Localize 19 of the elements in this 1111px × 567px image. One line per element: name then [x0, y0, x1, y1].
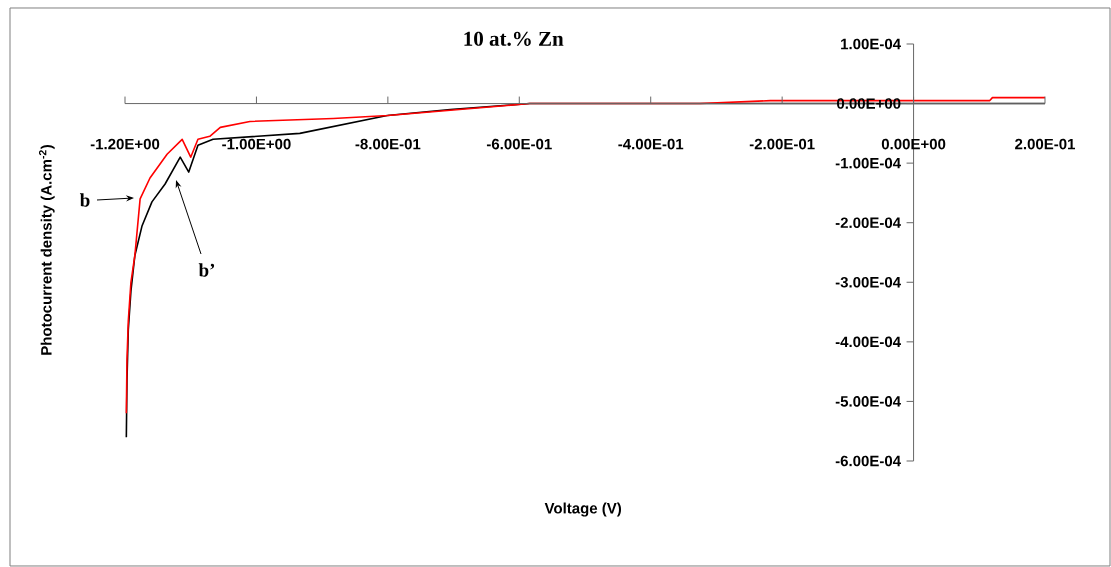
- x-tick-label: -6.00E-01: [486, 138, 552, 150]
- y-tick-label: -5.00E-04: [835, 396, 901, 407]
- text: b: [79, 193, 90, 207]
- y-tick-label: -3.00E-04: [835, 276, 901, 288]
- x-tick-label: -1.20E+00: [90, 138, 160, 150]
- x-tick-label: -2.00E-01: [749, 138, 815, 150]
- x-tick-label: -8.00E-01: [355, 138, 421, 150]
- annotation: b’: [198, 263, 215, 277]
- y-tick-label: 1.00E-04: [841, 38, 901, 50]
- y-tick-label: -4.00E-04: [835, 336, 901, 348]
- x-tick-label: -1.00E+00: [222, 138, 291, 150]
- y-tick-label: -6.00E-04: [835, 455, 901, 467]
- x-tick-label: -4.00E-01: [618, 138, 684, 150]
- y-tick-label: -1.00E-04: [835, 157, 901, 169]
- y-axis-title: Photocurrent density (A.cm$^{-2}$): [38, 144, 55, 355]
- chart-title: 10 at.% Zn: [464, 31, 564, 46]
- x-tick-label: 2.00E-01: [1015, 138, 1076, 150]
- x-axis-title: Voltage (V): [544, 502, 622, 517]
- y-tick-label: -2.00E-04: [835, 217, 901, 229]
